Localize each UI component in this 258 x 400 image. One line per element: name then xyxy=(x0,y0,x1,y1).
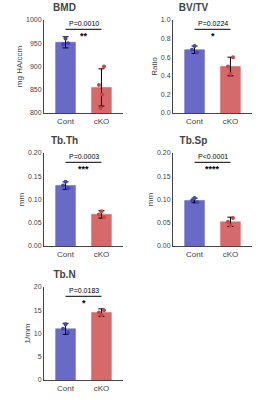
svg-text:0.6: 0.6 xyxy=(161,54,171,61)
svg-text:0.2: 0.2 xyxy=(161,91,171,98)
svg-text:Tb.Th: Tb.Th xyxy=(51,135,78,146)
svg-text:Tb.Sp: Tb.Sp xyxy=(180,135,208,146)
svg-text:cKO: cKO xyxy=(94,383,110,392)
svg-text:0.4: 0.4 xyxy=(161,72,171,79)
svg-text:BV/TV: BV/TV xyxy=(179,2,209,13)
svg-text:0.8: 0.8 xyxy=(161,35,171,42)
svg-text:BMD: BMD xyxy=(53,2,76,13)
svg-text:5: 5 xyxy=(38,353,42,360)
svg-text:Cont: Cont xyxy=(186,250,204,259)
svg-text:850: 850 xyxy=(30,86,42,93)
svg-text:0.00: 0.00 xyxy=(157,243,171,250)
svg-text:P<0.0001: P<0.0001 xyxy=(198,153,228,160)
svg-text:0.15: 0.15 xyxy=(28,173,42,180)
svg-text:****: **** xyxy=(205,164,220,174)
svg-text:P=0.0183: P=0.0183 xyxy=(69,287,99,294)
svg-text:P=0.0224: P=0.0224 xyxy=(198,20,228,27)
svg-text:0.00: 0.00 xyxy=(28,243,42,250)
svg-text:800: 800 xyxy=(30,109,42,116)
svg-text:Ratio: Ratio xyxy=(150,57,159,76)
svg-text:Tb.N: Tb.N xyxy=(53,269,75,280)
svg-text:1/mm: 1/mm xyxy=(23,323,32,343)
svg-text:cKO: cKO xyxy=(223,117,239,126)
svg-text:0.20: 0.20 xyxy=(28,150,42,157)
svg-text:15: 15 xyxy=(34,306,42,313)
svg-text:Cont: Cont xyxy=(57,383,75,392)
svg-text:10: 10 xyxy=(34,330,42,337)
svg-text:P=0.0010: P=0.0010 xyxy=(69,20,99,27)
svg-text:*: * xyxy=(211,31,215,41)
svg-text:1.0: 1.0 xyxy=(161,16,171,23)
svg-text:950: 950 xyxy=(30,40,42,47)
svg-text:0.0: 0.0 xyxy=(161,109,171,116)
svg-text:1000: 1000 xyxy=(26,16,42,23)
svg-text:0.05: 0.05 xyxy=(28,220,42,227)
svg-text:Cont: Cont xyxy=(57,250,75,259)
svg-text:P=0.0003: P=0.0003 xyxy=(69,153,99,160)
svg-text:cKO: cKO xyxy=(223,250,239,259)
svg-text:mm: mm xyxy=(17,193,26,207)
svg-text:cKO: cKO xyxy=(94,117,110,126)
svg-text:0.20: 0.20 xyxy=(157,150,171,157)
svg-text:*: * xyxy=(82,298,86,308)
svg-text:20: 20 xyxy=(34,283,42,290)
svg-text:cKO: cKO xyxy=(94,250,110,259)
svg-text:0.10: 0.10 xyxy=(28,196,42,203)
svg-text:0.15: 0.15 xyxy=(157,173,171,180)
svg-text:Cont: Cont xyxy=(57,117,75,126)
svg-text:0.10: 0.10 xyxy=(157,196,171,203)
svg-text:***: *** xyxy=(78,164,89,174)
svg-text:0: 0 xyxy=(38,376,42,383)
svg-text:0.05: 0.05 xyxy=(157,220,171,227)
svg-text:mm: mm xyxy=(146,193,155,207)
svg-text:Cont: Cont xyxy=(186,117,204,126)
svg-text:900: 900 xyxy=(30,63,42,70)
svg-text:mg HA/ccm: mg HA/ccm xyxy=(15,46,24,88)
svg-text:**: ** xyxy=(80,31,88,41)
